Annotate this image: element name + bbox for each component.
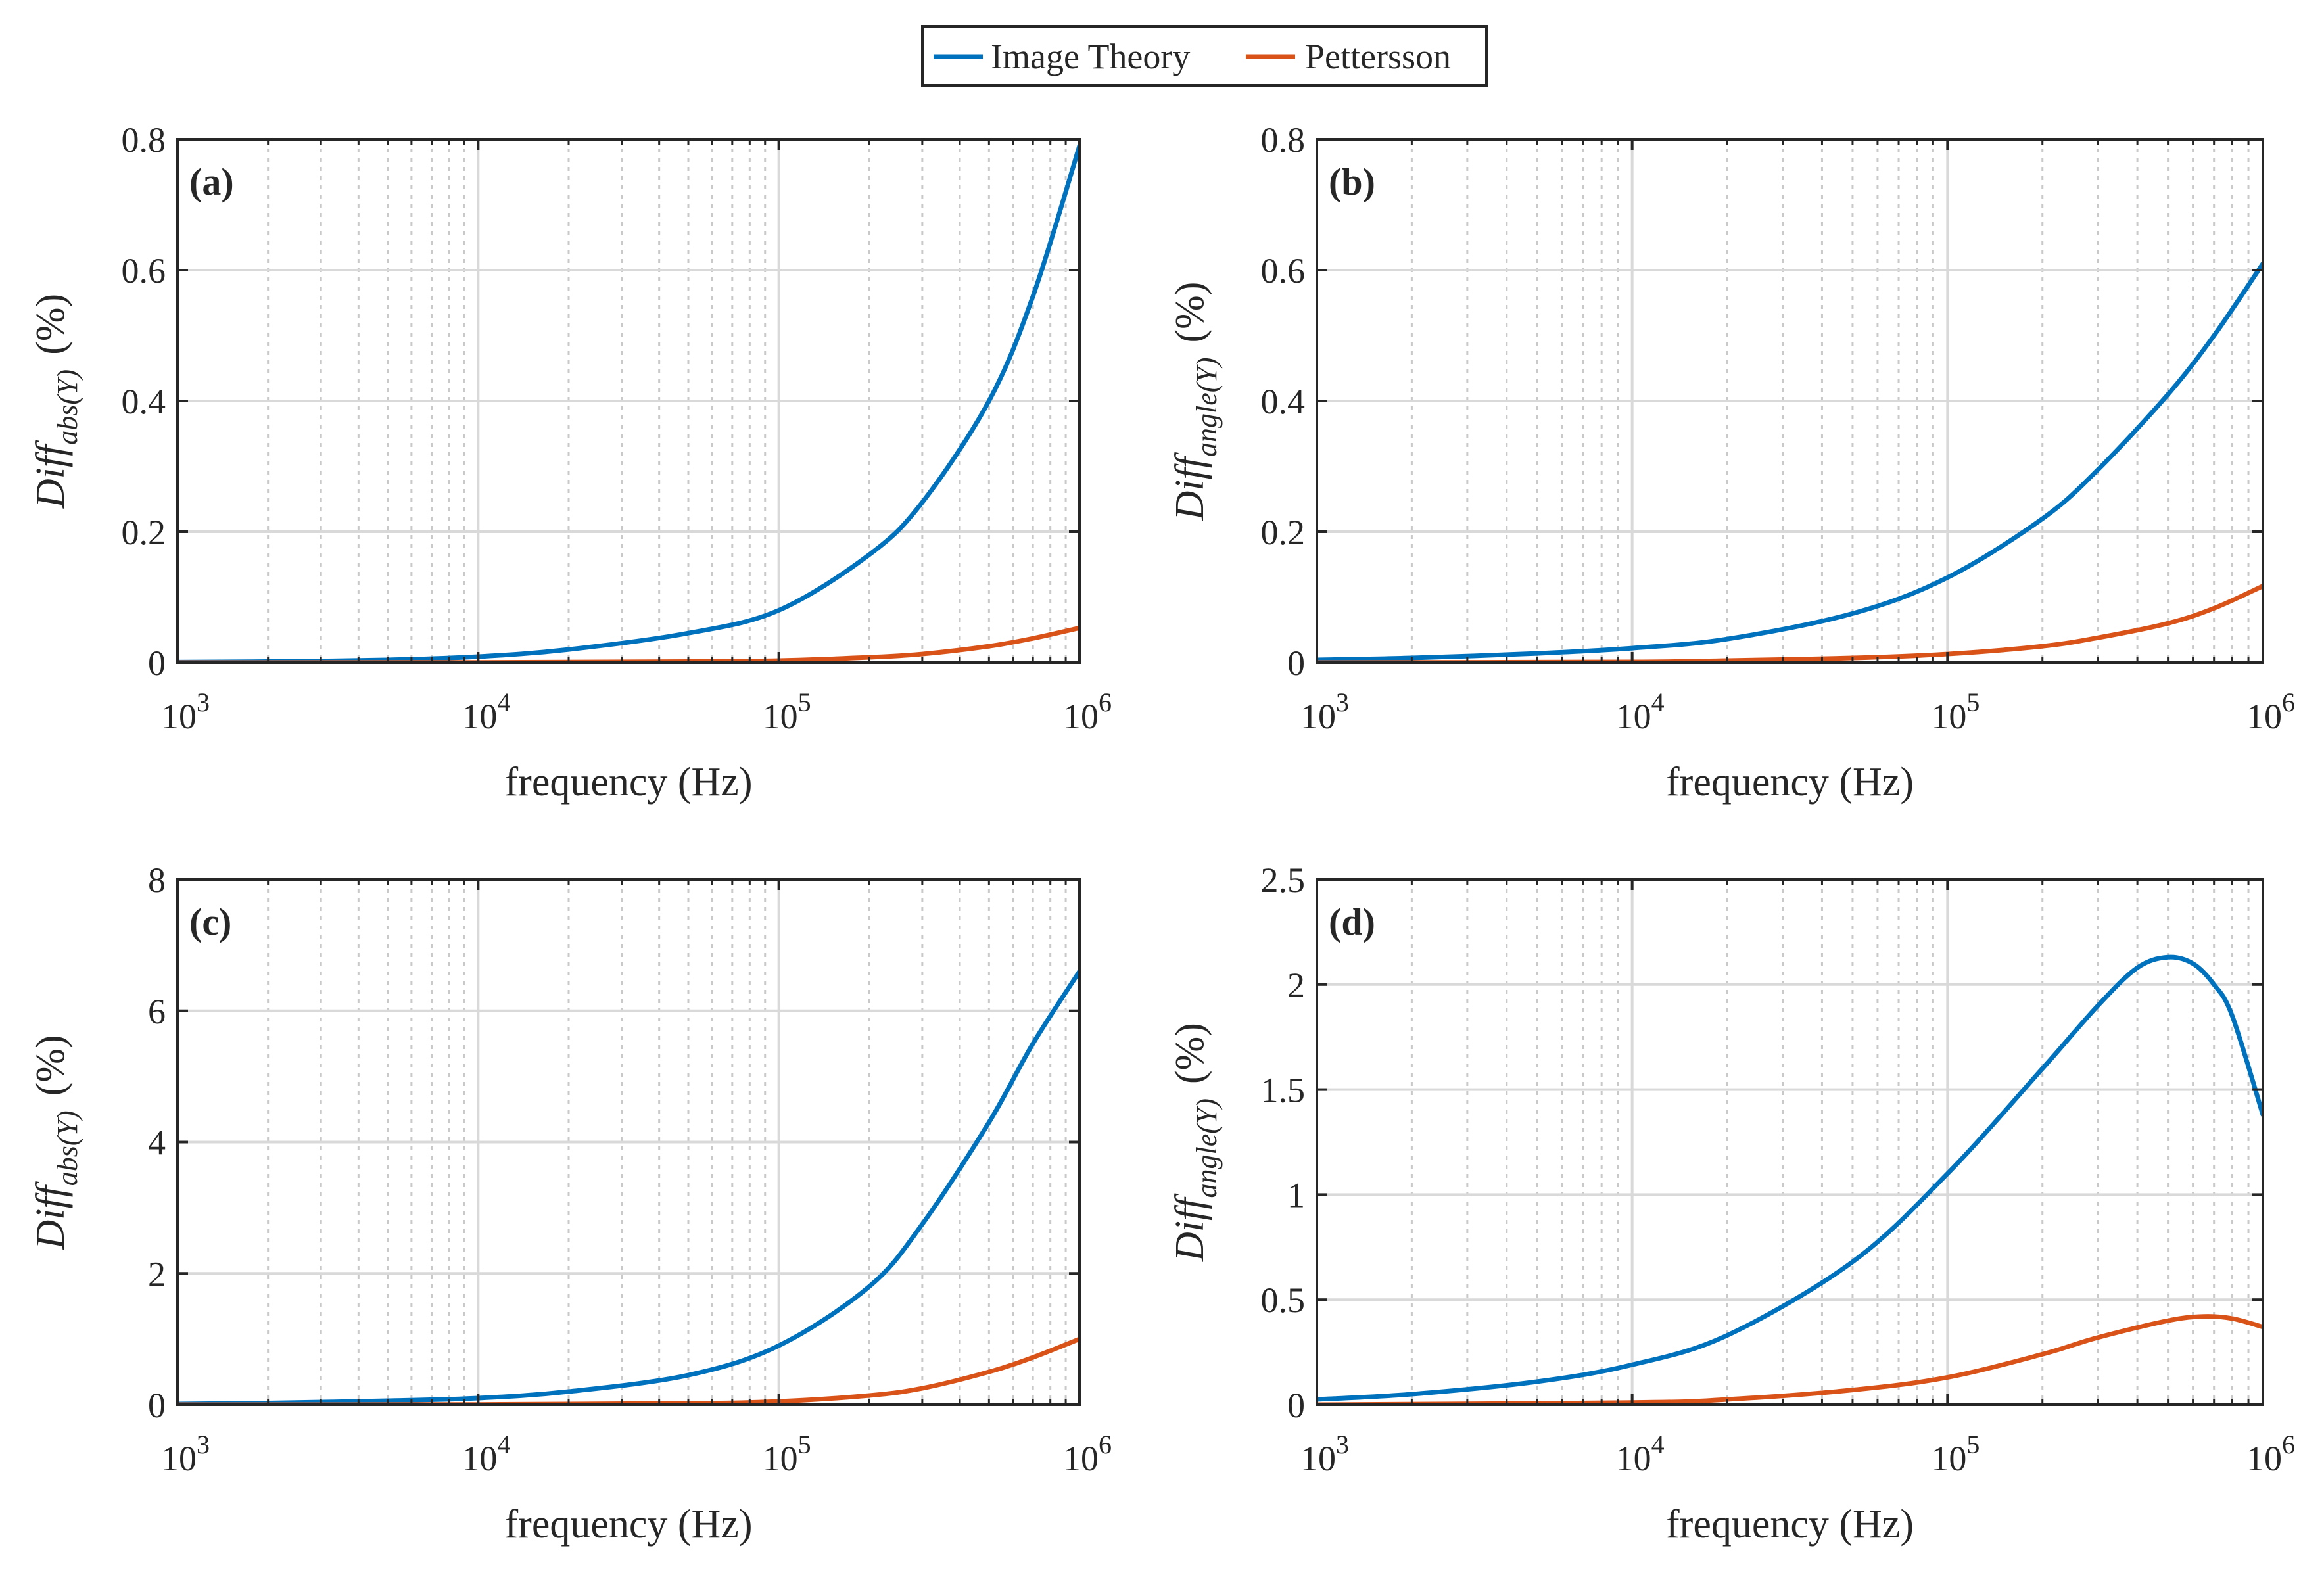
grid	[178, 879, 1079, 1405]
series-group	[178, 969, 1079, 1405]
y-tick-label: 0.4	[122, 382, 166, 421]
tick-marks	[176, 138, 1081, 664]
x-tick-label: 106	[1063, 688, 1112, 736]
x-tick-label: 103	[1300, 1430, 1349, 1478]
y-axis-label: Diffabs(Y)(%)	[28, 1035, 83, 1250]
tick-marks	[176, 878, 1081, 1406]
series-line-image-theory	[1317, 261, 2263, 663]
y-tick-label: 8	[148, 860, 166, 900]
y-tick-label: 0.5	[1261, 1280, 1306, 1320]
y-tick-label: 4	[148, 1123, 166, 1163]
grid	[1317, 879, 2263, 1405]
series-line-pettersson	[1317, 584, 2263, 663]
x-tick-label: 103	[161, 1430, 210, 1478]
series-line-image-theory	[1317, 954, 2263, 1402]
x-tick-label: 104	[462, 1430, 510, 1478]
series-group	[178, 143, 1079, 663]
legend-label-pettersson: Pettersson	[1305, 37, 1451, 76]
x-axis-label: frequency (Hz)	[505, 760, 753, 805]
y-tick-label: 2.5	[1261, 860, 1306, 900]
y-tick-label: 1	[1287, 1175, 1305, 1215]
series-line-pettersson	[178, 1336, 1079, 1405]
y-tick-label: 2	[1287, 966, 1305, 1005]
series-group	[1317, 261, 2263, 663]
chart-panel-4: 0 0.5 1 1.5 2 2.5 103 104 105 106 frequency (Hz) Di…	[1168, 860, 2295, 1547]
x-tick-label: 106	[2246, 688, 2295, 736]
x-tick-label: 103	[1300, 688, 1349, 736]
y-tick-label: 2	[148, 1254, 166, 1294]
y-tick-label: 0	[148, 1386, 166, 1425]
legend: Image Theory Pettersson	[921, 25, 1488, 87]
series-line-image-theory	[178, 143, 1079, 663]
panel-label: (c)	[189, 901, 231, 943]
panel-label: (b)	[1329, 160, 1375, 203]
y-axis-label: Diffangle(Y)(%)	[1168, 1023, 1223, 1262]
x-axis-label: frequency (Hz)	[505, 1502, 753, 1547]
chart-panel-3: 0 2 4 6 8 103 104 105 106 frequency (Hz) Diffabs(Y…	[28, 860, 1112, 1547]
x-axis-label: frequency (Hz)	[1666, 760, 1914, 805]
y-axis-label: Diffangle(Y)(%)	[1168, 282, 1223, 521]
x-tick-label: 105	[763, 688, 811, 736]
x-axis-label: frequency (Hz)	[1666, 1502, 1914, 1547]
grid	[178, 139, 1079, 663]
chart-panel-1: 0 0.2 0.4 0.6 0.8 103 104 105 106 frequency (Hz) D…	[28, 120, 1112, 805]
x-tick-label: 105	[763, 1430, 811, 1478]
panel-label: (a)	[189, 160, 234, 203]
x-tick-label: 105	[1931, 688, 1980, 736]
x-tick-label: 104	[462, 688, 510, 736]
x-tick-label: 106	[2246, 1430, 2295, 1478]
x-tick-label: 104	[1616, 1430, 1665, 1478]
axes-box	[1316, 878, 2264, 1406]
y-axis-label: Diffabs(Y)(%)	[28, 294, 83, 509]
legend-label-image-theory: Image Theory	[991, 37, 1190, 76]
x-tick-label: 105	[1931, 1430, 1980, 1478]
y-tick-label: 0.6	[122, 251, 166, 291]
legend-box	[921, 25, 1488, 87]
y-tick-label: 1.5	[1261, 1071, 1306, 1110]
y-tick-label: 0	[148, 644, 166, 683]
y-tick-label: 0	[1287, 1386, 1305, 1425]
y-tick-label: 6	[148, 992, 166, 1031]
y-tick-label: 0.6	[1261, 251, 1306, 291]
series-group	[1317, 954, 2263, 1405]
x-tick-label: 106	[1063, 1430, 1112, 1478]
grid	[1317, 139, 2263, 663]
x-tick-label: 103	[161, 688, 210, 736]
y-tick-label: 0	[1287, 644, 1305, 683]
y-tick-label: 0.2	[122, 513, 166, 552]
series-line-pettersson	[178, 625, 1079, 663]
x-tick-label: 104	[1616, 688, 1665, 736]
y-tick-label: 0.4	[1261, 382, 1306, 421]
tick-marks	[1316, 138, 2264, 664]
y-tick-label: 0.8	[1261, 120, 1306, 160]
series-line-image-theory	[178, 969, 1079, 1405]
tick-marks	[1316, 878, 2264, 1406]
y-tick-label: 0.8	[122, 120, 166, 160]
y-tick-label: 0.2	[1261, 513, 1306, 552]
panel-label: (d)	[1329, 901, 1375, 943]
chart-panel-2: 0 0.2 0.4 0.6 0.8 103 104 105 106 frequency (Hz) D…	[1168, 120, 2295, 805]
